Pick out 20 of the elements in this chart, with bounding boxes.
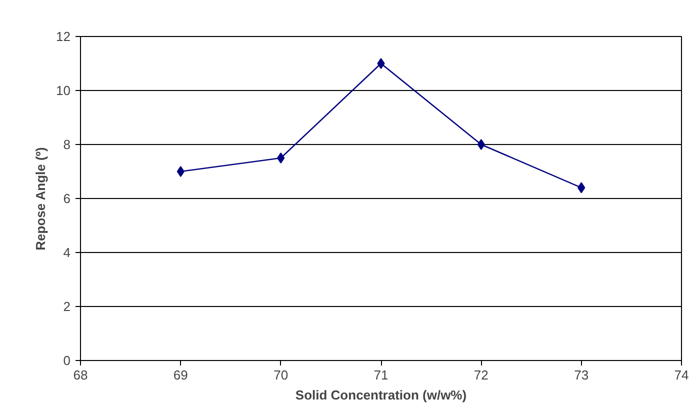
- point: [477, 139, 485, 150]
- y-axis-title: Repose Angle (º): [33, 147, 48, 250]
- y-tick-label: 8: [63, 137, 71, 152]
- x-axis-title: Solid Concentration (w/w%): [295, 388, 467, 402]
- x-tick-label: 74: [674, 368, 689, 382]
- point: [377, 58, 385, 69]
- y-tick-label: 10: [56, 83, 71, 98]
- point: [176, 166, 184, 177]
- x-tick-label: 68: [73, 368, 88, 382]
- x-tick-label: 69: [173, 368, 188, 382]
- y-tick-label: 4: [63, 245, 71, 260]
- y-tick-label: 0: [63, 353, 71, 368]
- point: [277, 152, 285, 164]
- y-tick-label: 6: [63, 191, 71, 206]
- x-tick-label: 70: [274, 368, 288, 382]
- y-tick-label: 2: [63, 299, 71, 314]
- x-tick-label: 71: [374, 368, 388, 382]
- x-tick-label: 73: [574, 368, 589, 382]
- x-tick-label: 72: [474, 368, 488, 382]
- y-tick-label: 12: [56, 29, 71, 44]
